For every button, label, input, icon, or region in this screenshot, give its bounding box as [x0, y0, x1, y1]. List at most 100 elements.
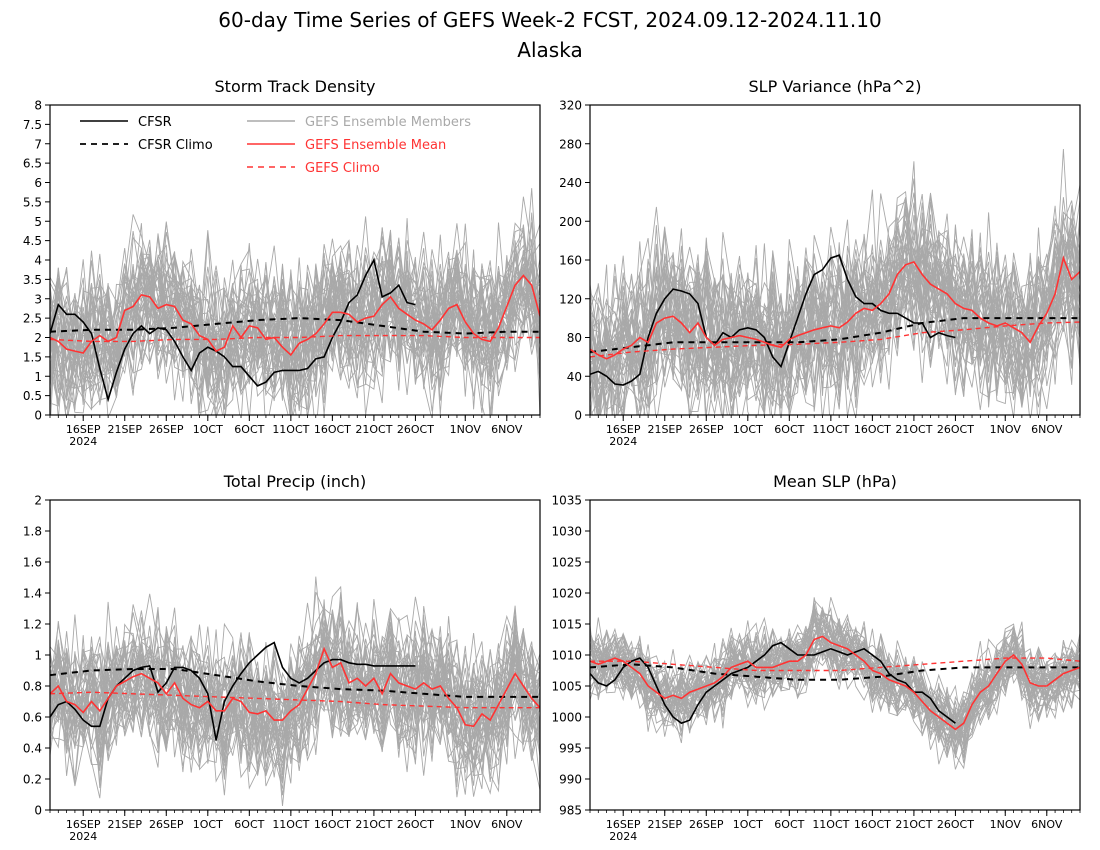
y-tick-label: 1 — [34, 370, 42, 384]
y-tick-label: 0.4 — [23, 742, 42, 756]
x-tick-label: 16SEP — [606, 423, 641, 436]
ensemble-member-line — [50, 227, 540, 411]
panel-mean-slp: Mean SLP (hPa) 985 990 995 1000 1005 1010 1015… — [551, 472, 1081, 843]
x-tick-label: 16SEP — [66, 818, 101, 831]
y-tick-label: 5 — [34, 215, 42, 229]
x-tick-label: 11OCT — [272, 423, 309, 436]
gefs-mean-line — [590, 255, 1080, 360]
gefs-mean-line — [590, 635, 1080, 731]
legend-label-gefs-members: GEFS Ensemble Members — [305, 115, 471, 130]
x-tick-label: 21SEP — [647, 818, 682, 831]
ensemble-member-line — [50, 624, 540, 783]
gefs-mean-line — [50, 646, 540, 728]
x-tick-label: 6NOV — [491, 423, 523, 436]
x-tick-label: 6NOV — [1031, 818, 1063, 831]
gefs-climo-line — [590, 321, 1080, 358]
x-tick-label: 26OCT — [937, 423, 974, 436]
x-tick-label: 16OCT — [314, 818, 351, 831]
x-year-label: 2024 — [609, 830, 637, 843]
x-tick-label: 11OCT — [272, 818, 309, 831]
ensemble-member-line — [590, 202, 1080, 415]
y-tick-label: 3.5 — [23, 273, 42, 287]
ensemble-member-line — [50, 231, 540, 410]
panel-title: Total Precip (inch) — [223, 472, 366, 491]
cfsr-line — [590, 254, 956, 386]
y-tick-label: 1.8 — [23, 525, 42, 539]
gefs-mean-line — [50, 274, 540, 357]
x-tick-label: 21SEP — [107, 423, 142, 436]
panel-storm-track-density: Storm Track Density 0 0.5 1 1.5 2 2.5 3 3.5 4 4.5… — [23, 77, 541, 448]
x-tick-label: 21OCT — [895, 423, 932, 436]
x-tick-label: 16OCT — [314, 423, 351, 436]
panel-slp-variance: SLP Variance (hPa^2) 0 40 80 120 160 200 240 28… — [559, 77, 1081, 448]
x-tick-label: 21SEP — [107, 818, 142, 831]
legend-label-cfsr-climo: CFSR Climo — [138, 138, 213, 153]
y-tick-label: 2 — [34, 331, 42, 345]
x-tick-label: 1NOV — [450, 423, 482, 436]
panel-title: Mean SLP (hPa) — [773, 472, 897, 491]
y-tick-label: 1010 — [551, 649, 582, 663]
y-tick-label: 80 — [567, 331, 582, 345]
y-tick-label: 1 — [34, 649, 42, 663]
x-tick-label: 26SEP — [689, 423, 724, 436]
legend-label-cfsr: CFSR — [138, 115, 172, 130]
y-tick-label: 1015 — [551, 618, 582, 632]
y-tick-label: 0 — [574, 409, 582, 423]
y-tick-label: 200 — [559, 215, 582, 229]
plot-area — [50, 188, 540, 415]
ensemble-member-line — [590, 231, 1080, 415]
x-tick-label: 1OCT — [193, 818, 223, 831]
ensemble-member-line — [590, 201, 1080, 415]
ensemble-members — [590, 597, 1080, 770]
x-tick-label: 21SEP — [647, 423, 682, 436]
x-tick-label: 6OCT — [774, 818, 804, 831]
y-tick-label: 8 — [34, 99, 42, 113]
ensemble-members — [590, 148, 1080, 415]
y-tick-label: 0.8 — [23, 680, 42, 694]
gefs-climo-line — [50, 334, 540, 343]
ensemble-member-line — [50, 259, 540, 409]
x-tick-label: 1NOV — [990, 818, 1022, 831]
x-tick-label: 16SEP — [606, 818, 641, 831]
ensemble-member-line — [50, 619, 540, 776]
y-tick-label: 120 — [559, 292, 582, 306]
ensemble-members — [50, 576, 540, 806]
x-year-label: 2024 — [69, 435, 97, 448]
x-tick-label: 6NOV — [491, 818, 523, 831]
x-tick-label: 11OCT — [812, 818, 849, 831]
ensemble-member-line — [50, 610, 540, 777]
y-tick-label: 2 — [34, 494, 42, 508]
y-tick-label: 1005 — [551, 680, 582, 694]
ensemble-member-line — [590, 604, 1080, 739]
gefs-climo-line — [590, 657, 1080, 672]
plot-area — [590, 597, 1080, 770]
x-tick-label: 6OCT — [774, 423, 804, 436]
plot-area — [50, 576, 540, 806]
x-tick-label: 26OCT — [397, 818, 434, 831]
legend-label-gefs-mean: GEFS Ensemble Mean — [305, 138, 446, 153]
y-tick-label: 7.5 — [23, 118, 42, 132]
y-tick-label: 1000 — [551, 711, 582, 725]
ensemble-member-line — [590, 636, 1080, 730]
y-tick-label: 0 — [34, 409, 42, 423]
x-tick-label: 1NOV — [450, 818, 482, 831]
ensemble-member-line — [50, 627, 540, 806]
legend-label-gefs-climo: GEFS Climo — [305, 161, 380, 176]
cfsr-line — [590, 641, 956, 725]
x-tick-label: 16SEP — [66, 423, 101, 436]
y-tick-label: 1020 — [551, 587, 582, 601]
panel-title: SLP Variance (hPa^2) — [749, 77, 922, 96]
x-tick-label: 26SEP — [149, 423, 184, 436]
y-tick-label: 1.4 — [23, 587, 42, 601]
x-tick-label: 26OCT — [937, 818, 974, 831]
y-tick-label: 1.5 — [23, 350, 42, 364]
x-tick-label: 26OCT — [397, 423, 434, 436]
ensemble-member-line — [590, 201, 1080, 399]
x-tick-label: 6OCT — [234, 423, 264, 436]
x-year-label: 2024 — [69, 830, 97, 843]
gefs-climo-line — [50, 691, 540, 709]
plot-area — [590, 148, 1080, 415]
ensemble-member-line — [50, 607, 540, 787]
y-tick-label: 1025 — [551, 556, 582, 570]
